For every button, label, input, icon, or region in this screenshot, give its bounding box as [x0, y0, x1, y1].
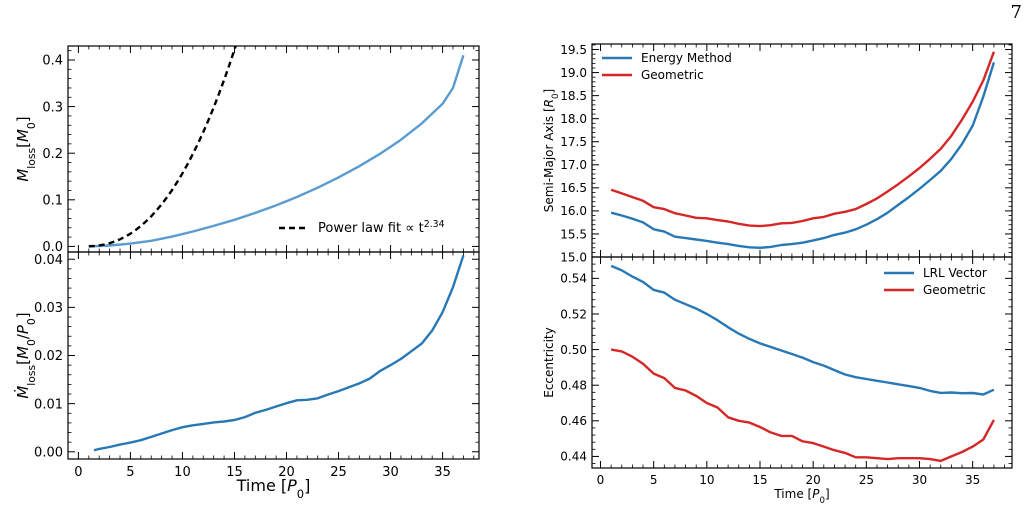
- x-tick-label: 25: [330, 465, 347, 480]
- y-tick-label: 0.00: [34, 445, 63, 460]
- x-tick-label: 0: [597, 473, 605, 487]
- chart-mloss: 0.0 0.1 0.2 0.3 0.4 Mloss[M0] Power law fit ∝ …: [14, 45, 480, 255]
- y-tick-label: 0.03: [34, 301, 63, 316]
- axes-frame: [591, 256, 1013, 469]
- y-tick-label: 0.2: [42, 147, 63, 162]
- y-axis-label: Ṁloss[M0/P0]: [13, 312, 38, 398]
- y-tick-label: 15.5: [560, 227, 587, 241]
- y-tick-label: 0.44: [560, 450, 587, 464]
- y-tick-label: 18.5: [560, 89, 587, 103]
- y-axis-label: Mloss[M0]: [14, 116, 38, 181]
- y-axis-label: Eccentricity: [542, 327, 556, 397]
- y-axis-label: Semi-Major Axis [R0]: [542, 89, 561, 212]
- chart-mdot: 0 5 10 15 20 25 30 35 0.00 0.01 0.02 0.03 0.04 Ṁloss[…: [13, 251, 480, 501]
- series-line-ecc-0: [610, 264, 995, 396]
- x-tick-label: 25: [859, 473, 874, 487]
- y-tick-label: 15.0: [560, 250, 587, 264]
- y-tick-label: 19.0: [560, 66, 587, 80]
- x-tick-label: 10: [174, 465, 191, 480]
- x-tick-label: 0: [74, 465, 82, 480]
- page-number: 7: [1010, 2, 1022, 23]
- series-line-ecc-1: [610, 348, 995, 463]
- legend-label: Power law fit ∝ t2.34: [318, 219, 445, 237]
- y-tick-label: 18.0: [560, 112, 587, 126]
- x-tick-label: 30: [912, 473, 927, 487]
- y-tick-label: 0.52: [560, 307, 587, 321]
- x-tick-label: 35: [965, 473, 980, 487]
- series-line-sma-1: [610, 51, 996, 228]
- y-tick-label: 17.5: [560, 135, 587, 149]
- y-tick-label: 0.3: [42, 100, 63, 115]
- legend-label: Energy Method: [641, 51, 732, 65]
- series-line-mdot-0: [93, 255, 465, 452]
- series-line-sma-0: [610, 62, 996, 249]
- x-axis-label: Time [P0]: [236, 476, 311, 501]
- y-tick-label: 0.02: [34, 349, 63, 364]
- x-tick-label: 5: [650, 473, 658, 487]
- series-line-mloss-0: [88, 54, 465, 248]
- x-tick-label: 15: [226, 465, 243, 480]
- legend-label: Geometric: [923, 283, 986, 297]
- x-tick-label: 15: [752, 473, 767, 487]
- series-line-mloss-1: [88, 46, 237, 248]
- x-tick-label: 35: [434, 465, 451, 480]
- x-axis-label: Time [P0]: [773, 487, 829, 506]
- y-tick-label: 16.0: [560, 204, 587, 218]
- y-tick-label: 0.4: [42, 54, 63, 69]
- legend: LRL Vector Geometric: [884, 266, 987, 297]
- legend-label: LRL Vector: [923, 266, 987, 280]
- y-tick-label: 16.5: [560, 181, 587, 195]
- y-tick-label: 0.54: [560, 272, 587, 286]
- legend-label: Geometric: [641, 68, 704, 82]
- y-tick-label: 17.0: [560, 158, 587, 172]
- x-tick-label: 5: [126, 465, 134, 480]
- axes-frame: [67, 251, 480, 460]
- y-tick-label: 0.04: [34, 253, 63, 268]
- y-tick-label: 0.0: [42, 240, 63, 255]
- y-tick-label: 0.50: [560, 343, 587, 357]
- x-tick-label: 20: [278, 465, 295, 480]
- legend: Power law fit ∝ t2.34: [279, 219, 445, 237]
- chart-ecc: 0 5 10 15 20 25 30 35 0.44 0.46 0.48 0.50 0.52 0.54 Ec…: [542, 256, 1013, 506]
- y-tick-label: 0.01: [34, 397, 63, 412]
- y-tick-label: 0.1: [42, 193, 63, 208]
- x-tick-label: 30: [382, 465, 399, 480]
- y-tick-label: 0.46: [560, 414, 587, 428]
- x-tick-label: 20: [806, 473, 821, 487]
- x-tick-label: 10: [699, 473, 714, 487]
- legend: Energy Method Geometric: [602, 51, 732, 82]
- chart-sma: 15.0 15.5 16.0 16.5 17.0 17.5 18.0 18.5 19.0 19.5…: [542, 43, 1013, 264]
- y-tick-label: 19.5: [560, 43, 587, 57]
- y-tick-label: 0.48: [560, 379, 587, 393]
